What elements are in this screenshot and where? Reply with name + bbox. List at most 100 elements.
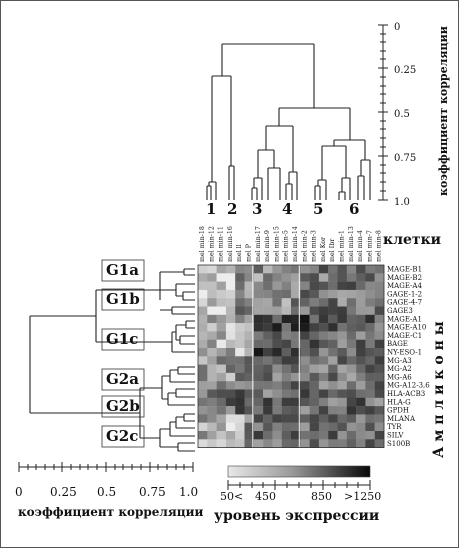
heatmap-cell — [365, 339, 375, 349]
heatmap-cell — [318, 289, 329, 299]
cell-line-label: mel min-5 — [283, 230, 290, 262]
heatmap-cell — [337, 306, 347, 315]
heatmap-cell — [374, 289, 385, 299]
heatmap-cell — [318, 314, 329, 324]
heatmap-cell — [281, 414, 292, 423]
heatmap-cell — [300, 414, 310, 423]
heatmap-cell — [263, 323, 273, 332]
cell-line-label: mel min-7 — [366, 230, 373, 262]
heatmap-cell — [374, 397, 385, 407]
gene-label: MAGE-A1 — [387, 315, 422, 323]
gene-label: MAGE-A10 — [387, 324, 426, 332]
heatmap-cell — [207, 306, 217, 315]
heatmap-cell — [309, 356, 320, 365]
heatmap-cell — [291, 439, 301, 448]
heatmap-cell — [365, 431, 375, 440]
heatmap-cell — [291, 364, 301, 374]
heatmap-cell — [244, 406, 254, 415]
heatmap-cell — [281, 289, 292, 299]
heatmap-cell — [216, 439, 227, 448]
heatmap-cell — [272, 306, 282, 315]
heatmap-cell — [207, 381, 217, 390]
gene-label: GAGE3 — [387, 307, 413, 315]
heatmap-cell — [253, 273, 264, 282]
heatmap-cell — [263, 306, 273, 315]
heatmap-cell — [253, 389, 264, 398]
heatmap-cell — [272, 339, 282, 349]
heatmap-cell — [244, 372, 254, 382]
heatmap-cell — [374, 314, 385, 324]
heatmap-cell — [235, 348, 245, 357]
heatmap-cell — [365, 273, 375, 282]
heatmap-cell — [309, 281, 320, 291]
heatmap-cell — [309, 289, 320, 299]
heatmap-cell — [356, 356, 366, 365]
heatmap-cell — [244, 339, 254, 349]
heatmap-cell — [291, 406, 301, 415]
heatmap-cell — [300, 323, 310, 332]
heatmap-cell — [328, 323, 338, 332]
heatmap-cell — [272, 323, 282, 332]
bottom-axis-tick-0: 0 — [15, 485, 23, 499]
heatmap-cell — [244, 397, 254, 407]
heatmap-cell — [309, 364, 320, 374]
heatmap-cell — [216, 414, 227, 423]
heatmap-cell — [300, 389, 310, 398]
heatmap-cell — [253, 289, 264, 299]
heatmap-cell — [281, 265, 292, 274]
heatmap-cell — [207, 265, 217, 274]
heatmap-cell — [235, 431, 245, 440]
heatmap-cell — [225, 422, 236, 432]
heatmap-cell — [318, 298, 329, 307]
heatmap-cell — [328, 273, 338, 282]
top-axis-tick-0: 0 — [394, 22, 400, 33]
heatmap-cell — [225, 289, 236, 299]
heatmap-cell — [356, 298, 366, 307]
heatmap-cell — [337, 431, 347, 440]
heatmap-cell — [272, 348, 282, 357]
heatmap-cell — [244, 331, 254, 340]
heatmap-cell — [253, 431, 264, 440]
heatmap-cell — [328, 381, 338, 390]
heatmap-cell — [225, 273, 236, 282]
heatmap-cell — [198, 439, 208, 448]
heatmap-cell — [365, 281, 375, 291]
heatmap-cell — [272, 314, 282, 324]
heatmap-cell — [281, 348, 292, 357]
heatmap-cell — [235, 372, 245, 382]
gene-label: MAGE-C1 — [387, 332, 422, 340]
expression-heatmap — [197, 264, 385, 449]
heatmap-cell — [356, 289, 366, 299]
heatmap-cell — [225, 414, 236, 423]
heatmap-cell — [318, 422, 329, 432]
heatmap-cell — [272, 281, 282, 291]
heatmap-cell — [365, 348, 375, 357]
heatmap-cell — [207, 422, 217, 432]
heatmap-cell — [337, 289, 347, 299]
heatmap-cell — [263, 314, 273, 324]
cell-line-label: mel min-16 — [227, 226, 234, 262]
heatmap-cell — [225, 389, 236, 398]
legend-scale — [227, 480, 371, 490]
heatmap-cell — [253, 348, 264, 357]
heatmap-cell — [365, 372, 375, 382]
heatmap-cell — [244, 364, 254, 374]
heatmap-cell — [356, 414, 366, 423]
heatmap-cell — [281, 356, 292, 365]
heatmap-cell — [356, 306, 366, 315]
heatmap-cell — [300, 381, 310, 390]
heatmap-cell — [337, 331, 347, 340]
heatmap-cell — [272, 389, 282, 398]
heatmap-cell — [318, 273, 329, 282]
heatmap-cell — [244, 298, 254, 307]
heatmap-cell — [300, 372, 310, 382]
heatmap-cell — [365, 389, 375, 398]
heatmap-cell — [346, 273, 357, 282]
heatmap-cell — [300, 339, 310, 349]
heatmap-cell — [300, 298, 310, 307]
heatmap-cell — [198, 314, 208, 324]
heatmap-cell — [216, 298, 227, 307]
heatmap-cell — [309, 406, 320, 415]
heatmap-cell — [346, 348, 357, 357]
heatmap-cell — [198, 397, 208, 407]
